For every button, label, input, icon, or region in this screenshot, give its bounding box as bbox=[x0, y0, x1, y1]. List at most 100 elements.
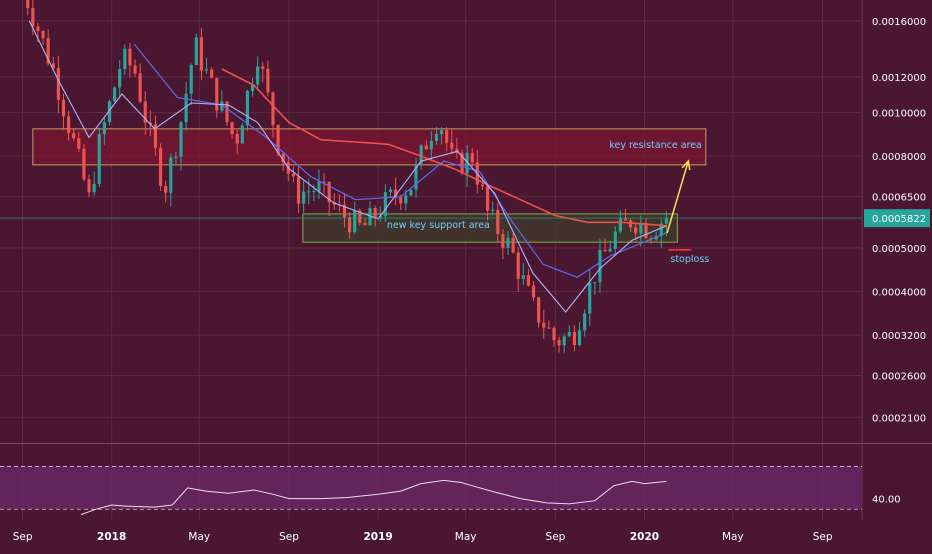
x-tick-label: May bbox=[455, 531, 477, 543]
candle-body bbox=[240, 125, 244, 144]
rsi-pane: 40.00 bbox=[0, 466, 901, 516]
support-label: new key support area bbox=[387, 220, 490, 231]
candle-body bbox=[562, 336, 566, 346]
candle-body bbox=[61, 99, 66, 117]
candle-body bbox=[409, 189, 413, 196]
y-axis: 0.0016000 0.0012000 0.0010000 0.0008000 0.00… bbox=[864, 17, 930, 424]
candle-body bbox=[608, 248, 612, 252]
candle-body bbox=[266, 69, 270, 93]
ma-fast-line bbox=[28, 20, 667, 313]
y-tick-label: 0.0010000 bbox=[872, 109, 926, 120]
candle-body bbox=[153, 124, 158, 148]
candle-body bbox=[302, 191, 306, 204]
resistance-zone bbox=[32, 128, 707, 166]
candle-body bbox=[77, 138, 81, 149]
candle-body bbox=[373, 208, 377, 218]
candle-body bbox=[215, 77, 219, 111]
candle-body bbox=[629, 220, 633, 228]
candle-body bbox=[399, 197, 403, 204]
x-tick-label: 2020 bbox=[630, 531, 659, 543]
y-tick-label: 0.0005000 bbox=[872, 244, 926, 255]
candle-body bbox=[434, 134, 439, 141]
candle-body bbox=[51, 63, 55, 69]
candle-body bbox=[659, 223, 663, 237]
candle-body bbox=[480, 184, 485, 187]
candle-body bbox=[184, 93, 188, 123]
candle-body bbox=[133, 65, 137, 74]
candle-body bbox=[388, 189, 393, 193]
x-axis: Sep 2018 May Sep 2019 May Sep 2020 May Sep bbox=[13, 531, 833, 543]
candle-body bbox=[312, 191, 316, 193]
x-tick-label: May bbox=[722, 531, 744, 543]
candle-body bbox=[46, 38, 50, 64]
candle-body bbox=[72, 132, 76, 139]
candle-body bbox=[353, 210, 357, 233]
candle-body bbox=[179, 122, 183, 157]
candle-body bbox=[644, 222, 648, 239]
candle-body bbox=[97, 134, 101, 184]
candle-body bbox=[204, 69, 209, 71]
candle-body bbox=[537, 297, 541, 323]
candle-body bbox=[588, 282, 592, 314]
candle-body bbox=[557, 340, 561, 346]
candle-body bbox=[603, 249, 607, 252]
candle-body bbox=[169, 157, 173, 193]
candle-body bbox=[281, 153, 285, 163]
candle-body bbox=[118, 69, 122, 88]
x-tick-label: Sep bbox=[546, 531, 566, 543]
candle-body bbox=[56, 68, 60, 100]
candle-body bbox=[164, 185, 168, 193]
candle-body bbox=[82, 148, 86, 180]
candle-body bbox=[572, 331, 577, 346]
candle-body bbox=[531, 285, 536, 298]
candle-body bbox=[148, 122, 152, 125]
candle-body bbox=[496, 209, 500, 235]
candle-body bbox=[256, 66, 260, 85]
candle-body bbox=[348, 217, 352, 233]
x-tick-label: Sep bbox=[813, 531, 833, 543]
candle-body bbox=[593, 282, 597, 284]
ma-mid-line bbox=[133, 43, 667, 278]
candle-body bbox=[383, 192, 387, 217]
candle-body bbox=[526, 275, 531, 286]
candle-body bbox=[552, 328, 556, 341]
candle-body bbox=[455, 148, 459, 153]
candle-body bbox=[450, 142, 454, 149]
candle-body bbox=[542, 322, 546, 328]
rsi-tick-label: 40.00 bbox=[872, 495, 901, 506]
candle-body bbox=[41, 30, 45, 39]
candle-body bbox=[363, 222, 367, 226]
candle-body bbox=[394, 189, 398, 198]
candle-body bbox=[419, 145, 423, 165]
candle-body bbox=[547, 327, 551, 329]
candle-body bbox=[598, 249, 602, 283]
candle-body bbox=[577, 330, 582, 346]
candle-body bbox=[445, 130, 449, 143]
x-tick-label: Sep bbox=[279, 531, 299, 543]
x-tick-label: 2019 bbox=[363, 531, 392, 543]
ma-slow-line bbox=[221, 68, 667, 227]
candle-body bbox=[618, 218, 622, 232]
x-tick-label: Sep bbox=[13, 531, 33, 543]
y-tick-label: 0.0012000 bbox=[872, 73, 926, 84]
y-tick-label: 0.0008000 bbox=[872, 152, 926, 163]
y-tick-label: 0.0006500 bbox=[872, 193, 926, 204]
x-tick-label: May bbox=[188, 531, 210, 543]
y-tick-label: 0.0003200 bbox=[872, 331, 926, 342]
candle-body bbox=[261, 66, 265, 70]
candle-body bbox=[138, 73, 142, 102]
stoploss-label: stoploss bbox=[670, 254, 709, 265]
candle-body bbox=[210, 69, 214, 78]
moving-averages bbox=[28, 20, 667, 313]
candle-body bbox=[235, 134, 239, 144]
y-tick-label: 0.0004000 bbox=[872, 287, 926, 298]
candle-body bbox=[368, 208, 372, 226]
current-price-badge bbox=[864, 209, 930, 228]
candle-body bbox=[470, 152, 474, 163]
candle-body bbox=[317, 181, 321, 192]
candle-body bbox=[424, 145, 428, 150]
candle-body bbox=[322, 181, 326, 183]
candle-body bbox=[143, 101, 147, 123]
candle-body bbox=[460, 152, 464, 174]
